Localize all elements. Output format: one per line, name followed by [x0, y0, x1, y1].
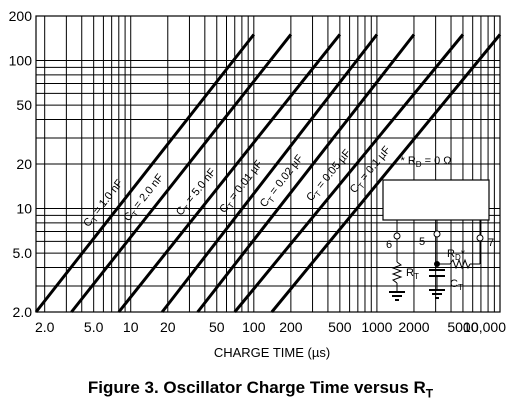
pin-5-terminal	[433, 230, 441, 238]
x-tick-label: 10,000	[463, 319, 506, 335]
figure-caption: Figure 3. Oscillator Charge Time versus …	[87, 378, 434, 401]
pin-7-terminal	[476, 234, 484, 242]
series-line	[117, 33, 342, 313]
pin-6-terminal	[393, 232, 401, 240]
x-tick-label: 10	[123, 319, 139, 335]
ic-box	[382, 179, 490, 221]
series-line	[270, 33, 502, 313]
series-lines	[34, 33, 502, 313]
y-tick-label: 2.0	[13, 304, 33, 320]
series-line	[160, 33, 379, 313]
x-tick-label: 5.0	[84, 319, 104, 335]
x-tick-label: 1000	[361, 319, 392, 335]
series-line	[233, 33, 465, 313]
grid	[35, 15, 501, 313]
x-tick-label: 50	[209, 319, 225, 335]
series-line	[34, 33, 255, 313]
x-tick-label: 100	[242, 319, 266, 335]
rd-label: RD*	[447, 248, 466, 262]
pin-6-label: 6	[386, 239, 392, 251]
series-line	[196, 33, 416, 313]
y-tick-label: 100	[9, 53, 33, 69]
x-axis-label: CHARGE TIME (µs)	[214, 345, 330, 360]
x-tick-label: 5000	[447, 319, 478, 335]
y-tick-label: 200	[9, 8, 33, 24]
rd-resistor	[449, 258, 471, 270]
x-tick-label: 200	[279, 319, 303, 335]
y-tick-label: 10	[16, 201, 32, 217]
x-tick-label: 20	[160, 319, 176, 335]
y-tick-label: 50	[16, 97, 32, 113]
y-tick-label: 20	[16, 156, 32, 172]
pin-5-label: 5	[419, 236, 425, 248]
x-tick-label: 2000	[398, 319, 429, 335]
x-tick-label: 2.0	[35, 319, 55, 335]
rd-note: * RD = 0 Ω	[401, 155, 452, 169]
x-tick-label: 500	[328, 319, 352, 335]
charge-time-chart: 2.0 5.0 10 20 50 100 200 2.0 5.0 10 20 50 100 200 500…	[9, 8, 507, 360]
ct-label: CT	[450, 278, 463, 292]
rt-resistor	[391, 261, 403, 284]
pin-7-label: 7	[488, 237, 494, 249]
y-tick-label: 5.0	[13, 245, 33, 261]
y-tick-labels: 2.0 5.0 10 20 50 100 200	[9, 8, 33, 320]
series-line	[70, 33, 293, 313]
rt-label: RT	[406, 267, 419, 281]
timing-schematic: * RD = 0 Ω 6 RT 5 CT 7 RD*	[382, 155, 494, 301]
